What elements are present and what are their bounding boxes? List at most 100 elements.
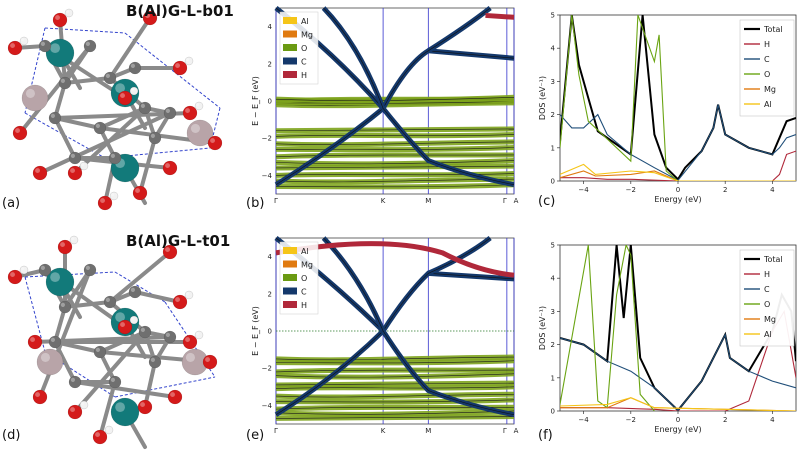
o-atom-shine [35, 168, 40, 173]
h-atom-shine [186, 292, 190, 295]
o-atom-shine [205, 357, 210, 362]
c-atom-shine [85, 41, 90, 47]
h-atom-shine [186, 58, 190, 61]
c-atom-shine [60, 78, 65, 83]
c-atom-shine [70, 377, 75, 382]
c-atom-shine [110, 153, 115, 158]
band-ytick: 4 [268, 23, 273, 31]
h-atom-shine [81, 402, 84, 405]
panel-label-f: (f) [538, 428, 553, 443]
o-atom [117, 319, 133, 335]
o-band-line [275, 382, 515, 386]
band-legend-label: Mg [301, 261, 313, 270]
c-band-line [275, 108, 384, 185]
c-atom-shine [105, 73, 110, 78]
c-atom-shine [130, 287, 135, 292]
o-band-line [275, 386, 515, 389]
dos-xlabel: Energy (eV) [654, 425, 701, 434]
band-ytick: 2 [268, 290, 272, 298]
c-atom-shine [40, 265, 46, 270]
h-atom [129, 315, 139, 325]
c-atom [38, 39, 52, 53]
o-band-line [275, 128, 515, 132]
c-atom-shine [165, 332, 170, 337]
o-atom [202, 354, 218, 370]
dos-ytick-label: 3 [551, 308, 555, 316]
bond [133, 290, 182, 304]
dos-legend-label: C [764, 285, 770, 294]
band-kpoint-label: Γ [274, 197, 278, 205]
c-atom [128, 61, 142, 75]
o-atom-shine [100, 198, 106, 203]
al-atom-shine [25, 88, 35, 98]
o-atom [67, 404, 83, 420]
dos-ytick-label: 0 [551, 178, 555, 186]
bond [73, 330, 147, 414]
dos-legend-label: Al [764, 330, 772, 339]
o-atom-shine [140, 402, 145, 407]
c-atom [148, 131, 162, 145]
o-atom [27, 334, 43, 350]
o-atom [182, 334, 198, 350]
al-atom [186, 119, 214, 147]
o-band-line [275, 356, 515, 361]
h-atom [64, 8, 74, 18]
o-band-line [275, 154, 515, 158]
title-bottom: B(Al)G-L-t01 [126, 232, 231, 250]
al-atom-shine [40, 352, 50, 363]
cell-edge [24, 276, 46, 353]
panel-label-c: (c) [538, 194, 556, 209]
c-atom [148, 355, 162, 369]
dos-xtick-label: −4 [578, 186, 589, 194]
band-legend-label: O [301, 274, 307, 283]
h-atom-shine [21, 38, 24, 41]
c-atom [48, 335, 62, 349]
o-atom [57, 239, 73, 255]
dos-series-al [560, 163, 796, 181]
o-atom [117, 90, 133, 106]
band-legend-swatch [283, 17, 297, 24]
c-band-line [428, 237, 491, 274]
o-atom [12, 125, 28, 141]
band-legend-swatch [283, 301, 297, 308]
dos-xtick-label: −2 [626, 186, 636, 194]
band-legend-swatch [283, 71, 297, 78]
c-atom [58, 76, 72, 90]
band-legend-swatch [283, 57, 297, 65]
dos-xtick-label: 4 [770, 416, 775, 424]
h-band [275, 241, 515, 278]
c-band-line [323, 7, 384, 109]
band-legend-label: H [301, 71, 307, 80]
o-atom [132, 185, 148, 201]
cell-edge [44, 27, 126, 34]
o-atom-shine [165, 247, 170, 252]
o-atom-shine [35, 392, 40, 397]
band-legend-swatch [283, 247, 297, 254]
dos-xtick-label: −4 [578, 416, 589, 424]
band-ytick: −4 [262, 172, 273, 180]
c-atom-shine [130, 63, 135, 68]
h-atom [194, 330, 204, 340]
c-band-line [428, 7, 491, 52]
dos-xtick-label: 2 [723, 186, 727, 194]
dos-ytick-label: 5 [551, 12, 555, 20]
c-atom [163, 330, 177, 344]
band-legend-swatch [283, 44, 297, 51]
band-ylabel: E − E_F (eV) [251, 306, 260, 356]
band-ytick: 0 [268, 98, 272, 106]
c-atom [83, 263, 97, 277]
dos-ylabel: DOS (eV⁻¹) [538, 306, 547, 350]
band-legend-swatch [283, 30, 297, 38]
c-atom-shine [150, 133, 155, 138]
dos-legend-label: O [764, 70, 770, 79]
o-band-line [275, 416, 515, 419]
o-atom [167, 389, 183, 405]
dos-xtick-label: −2 [626, 416, 636, 424]
dos-xtick-label: 0 [676, 186, 680, 194]
o-band-line [275, 410, 515, 415]
al-atom-shine [190, 123, 200, 133]
o-band-line [275, 141, 515, 146]
h-atom-shine [196, 332, 200, 335]
band-legend-label: H [301, 301, 307, 310]
